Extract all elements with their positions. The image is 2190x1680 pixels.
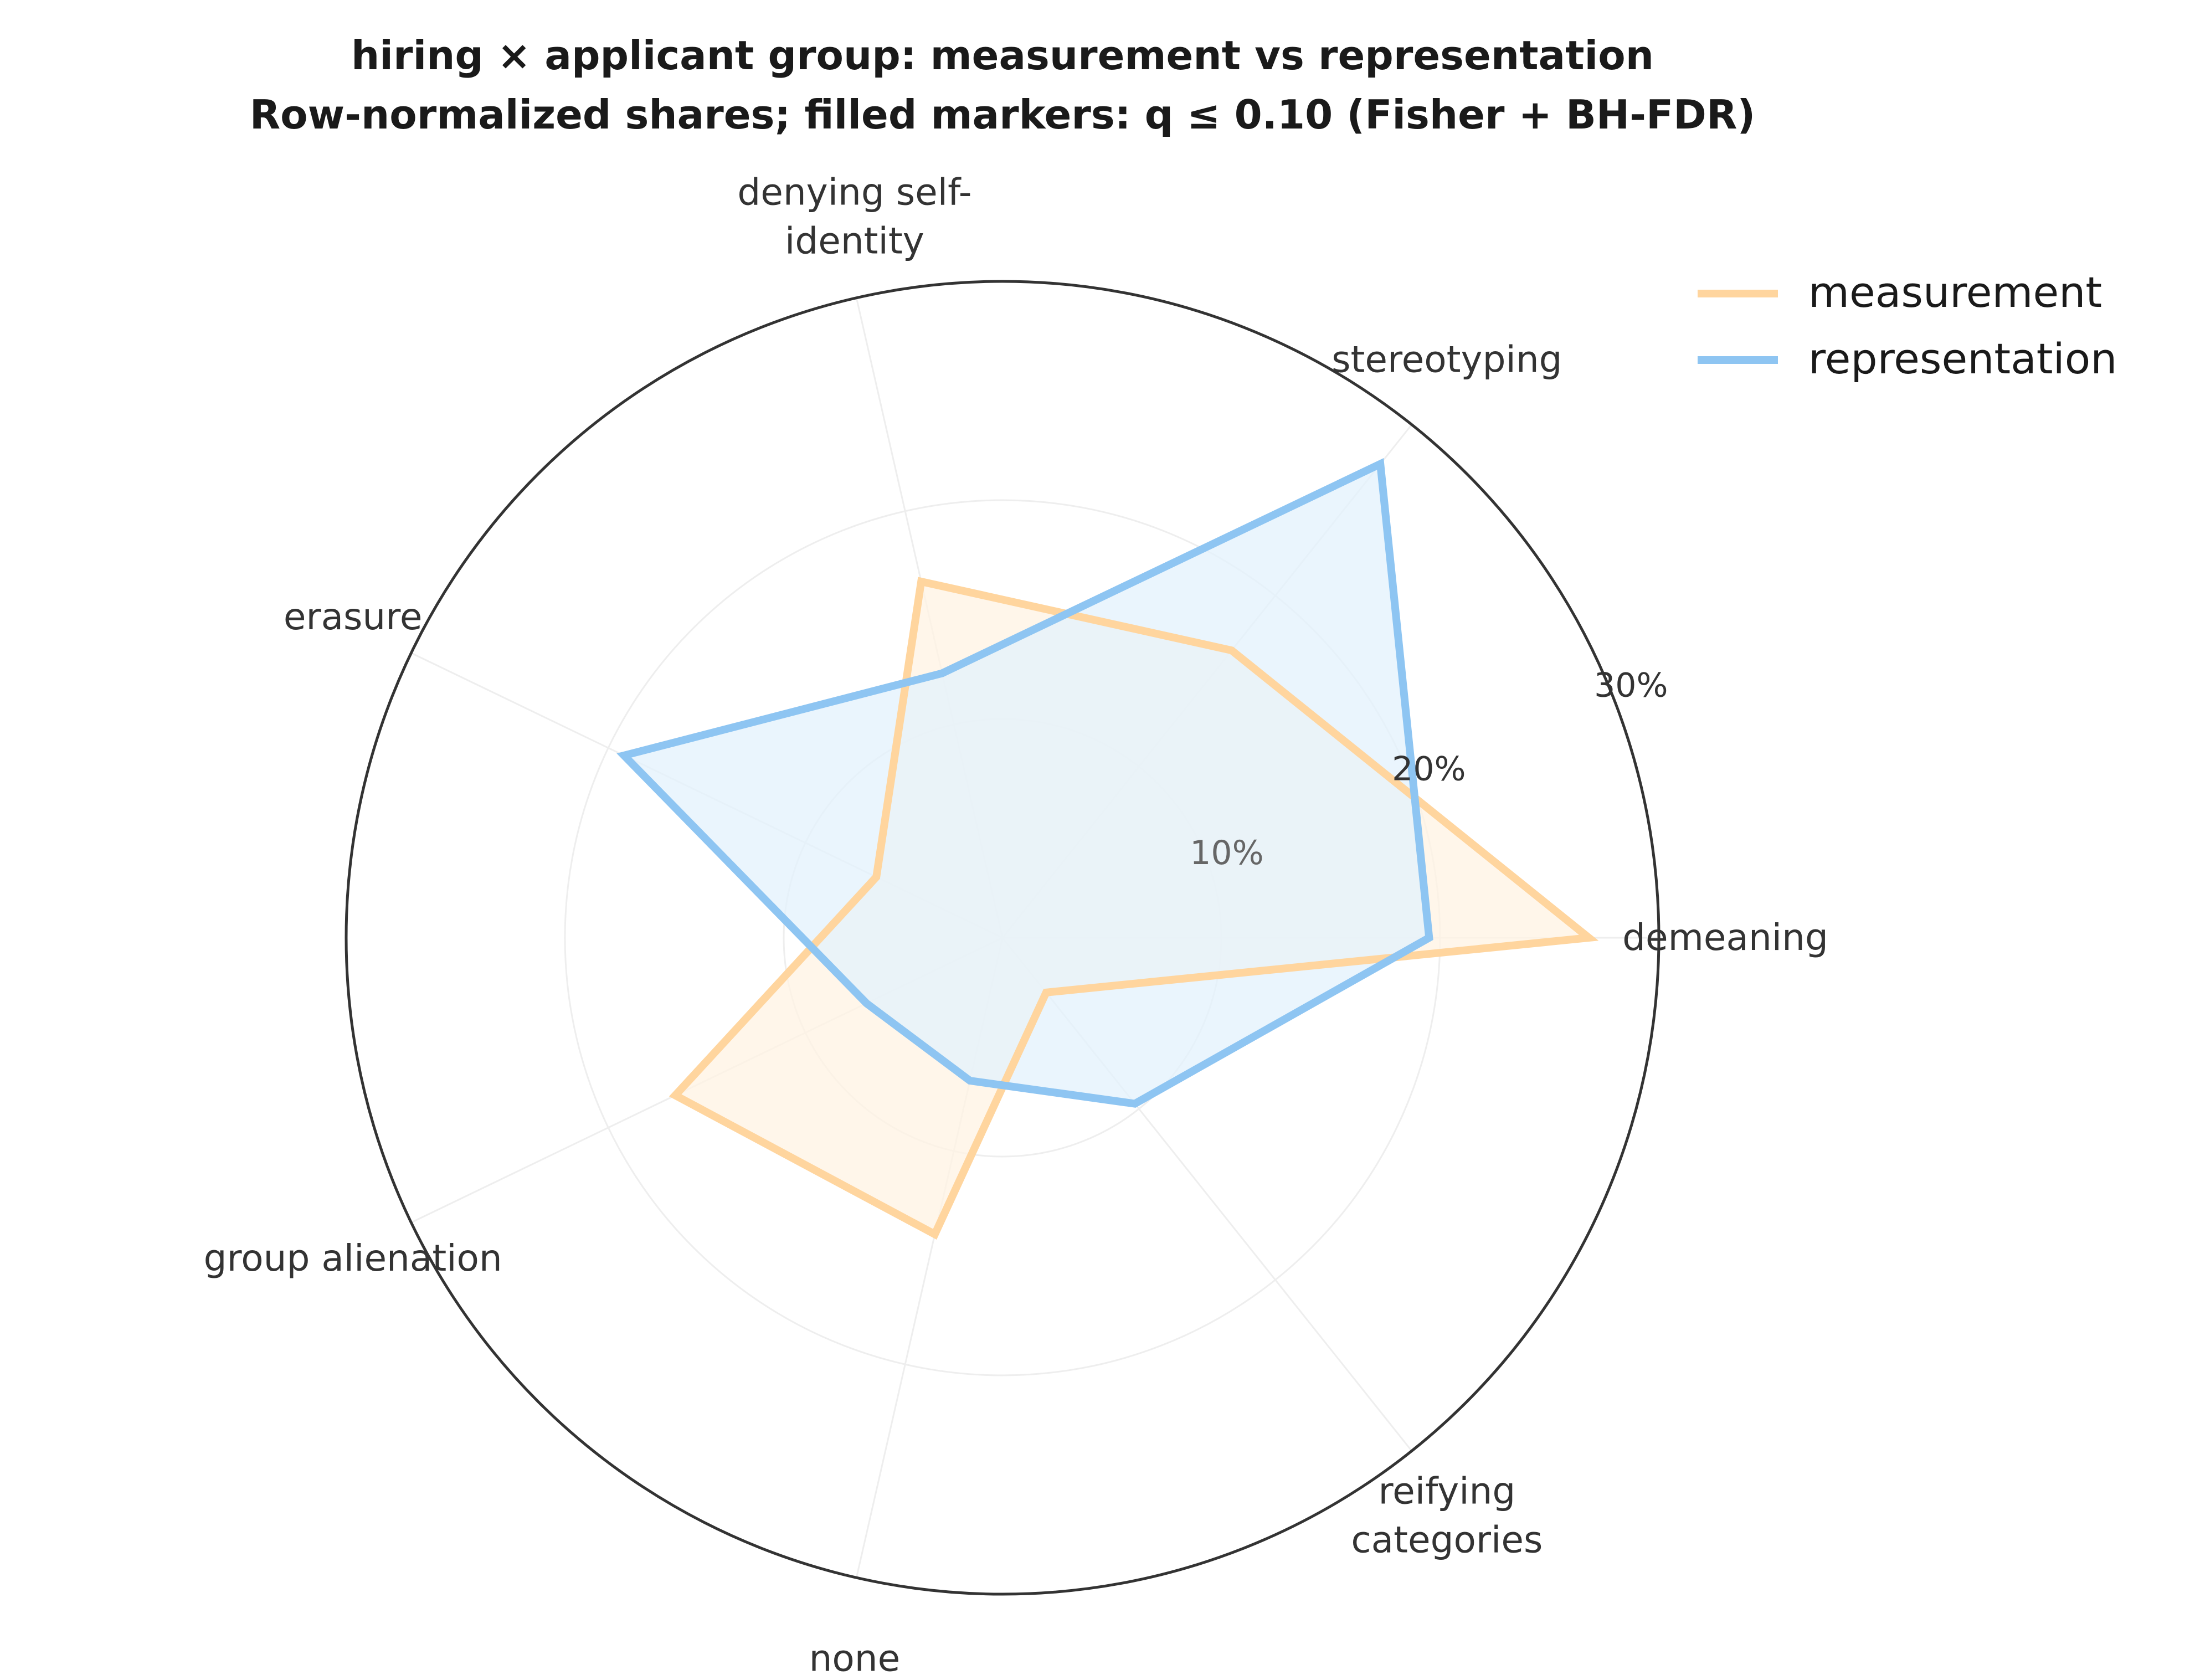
rtick-label-20: 20% [1392, 750, 1466, 789]
rtick-label-30: 30% [1594, 666, 1668, 705]
radial-tick-labels: 10% 20% 30% [1190, 666, 1668, 872]
legend-label-representation: representation [1808, 334, 2117, 383]
chart-subtitle: Row-normalized shares; filled markers: q… [250, 91, 1756, 138]
chart-title-group: hiring × applicant group: measurement vs… [250, 32, 1756, 138]
chart-title: hiring × applicant group: measurement vs… [351, 32, 1654, 79]
legend-label-measurement: measurement [1808, 268, 2102, 317]
category-label-group-alienation: group alienation [204, 1237, 502, 1280]
series-line-representation [616, 458, 1433, 1108]
series-line-measurement [669, 577, 1599, 1240]
series-area-representation [624, 464, 1430, 1104]
legend: measurement representation [1698, 268, 2117, 383]
category-label-demeaning: demeaning [1622, 916, 1828, 959]
outer-ring [345, 280, 1661, 1596]
rtick-label-10: 10% [1190, 834, 1263, 872]
category-label-none: none [809, 1637, 901, 1680]
category-label-denying-self-identity: denying self-identity [737, 171, 971, 262]
series-layer [616, 458, 1599, 1240]
category-labels: demeaning stereotyping denying self-identi… [204, 171, 1828, 1679]
category-label-erasure: erasure [284, 595, 423, 638]
category-label-reifying-categories: reifying categories [1351, 1470, 1543, 1561]
category-label-stereotyping: stereotyping [1332, 338, 1562, 381]
